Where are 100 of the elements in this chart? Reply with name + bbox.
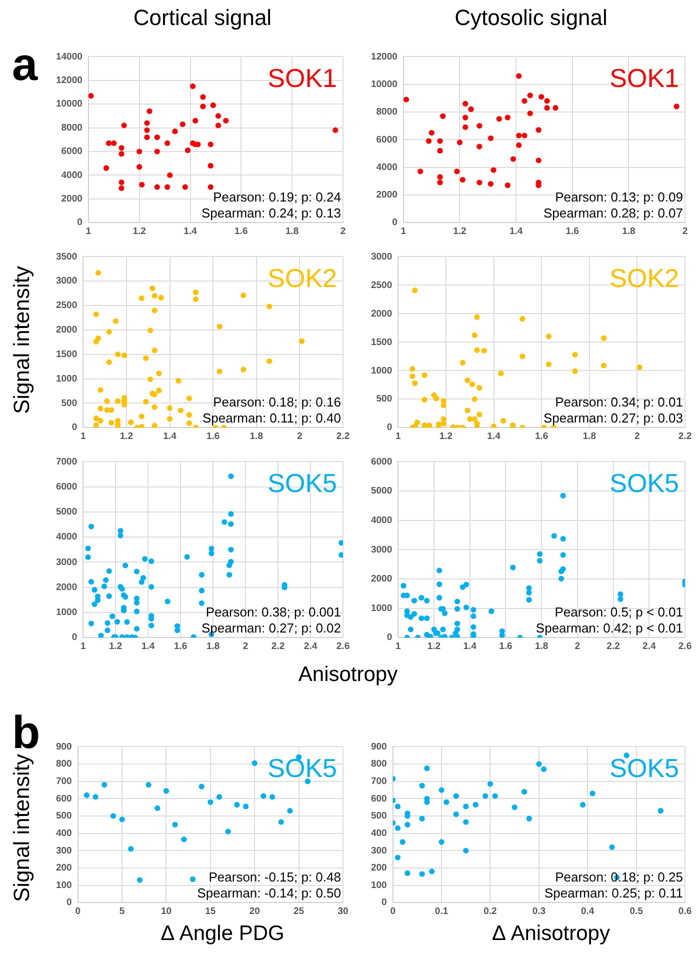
y-axis-title: Signal intensity <box>9 266 35 414</box>
series-label: SOK2 <box>610 262 679 293</box>
x-tick-label: 30 <box>338 906 348 917</box>
annotation: Pearson: 0.19; p: 0.24 <box>213 190 341 205</box>
y-tick-label: 800 <box>56 758 72 770</box>
y-tick-label: 5000 <box>370 486 392 497</box>
y-tick-label: 2500 <box>370 280 392 291</box>
x-tick-label: 1.6 <box>534 430 548 442</box>
x-tick-label: 1.2 <box>109 640 122 652</box>
y-tick-label: 500 <box>370 810 387 822</box>
annotation: Spearman: 0.27; p: 0.02 <box>202 620 341 636</box>
x-axis-title: Δ Angle PDG <box>160 922 284 946</box>
x-tick-label: 1.8 <box>250 430 263 442</box>
y-tick-label: 600 <box>370 793 387 804</box>
y-tick-label: 600 <box>56 793 72 804</box>
y-tick-label: 3000 <box>370 251 392 262</box>
y-tick-label: 0 <box>66 897 72 908</box>
series-label: SOK1 <box>268 62 337 93</box>
x-tick-label: 0.6 <box>678 906 692 917</box>
y-tick-label: 2000 <box>56 324 78 336</box>
y-tick-label: 100 <box>56 880 72 891</box>
y-tick-label: 300 <box>370 845 387 856</box>
annotation: Spearman: 0.27; p: 0.03 <box>544 410 683 426</box>
annotation: Pearson: 0.38; p: 0.001 <box>206 604 341 620</box>
x-tick-label: 1.8 <box>285 226 299 237</box>
annotation: Spearman: 0.42; p < 0.01 <box>536 620 683 636</box>
y-tick-label: 2000 <box>370 574 392 585</box>
x-tick-label: 1.6 <box>234 226 248 237</box>
x-tick-label: 5 <box>119 906 126 917</box>
x-tick-label: 1.4 <box>487 430 502 442</box>
y-tick-label: 3500 <box>56 251 78 262</box>
y-tick-label: 3000 <box>56 276 78 287</box>
x-tick-label: 1.4 <box>141 640 156 652</box>
y-tick-label: 800 <box>370 758 387 770</box>
y-tick-label: 1500 <box>370 336 392 348</box>
x-axis-title: Δ Anisotropy <box>492 922 610 946</box>
y-tick-label: 12000 <box>370 51 398 62</box>
annotation: Pearson: 0.13; p: 0.09 <box>555 190 683 205</box>
x-tick-label: 2 <box>297 430 302 442</box>
x-tick-label: 1.2 <box>453 226 466 237</box>
x-tick-label: 1.8 <box>622 226 636 237</box>
y-tick-label: 500 <box>56 810 72 822</box>
annotation: Pearson: 0.18; p: 0.16 <box>213 394 341 410</box>
x-tick-label: 0.5 <box>630 906 644 917</box>
y-tick-label: 900 <box>56 741 72 752</box>
x-tick-label: 2.6 <box>336 640 350 652</box>
x-tick-label: 2 <box>242 640 248 652</box>
x-tick-label: 1.6 <box>499 640 512 652</box>
y-tick-label: 2000 <box>370 308 392 320</box>
chart-title: Cortical signal <box>132 5 273 31</box>
y-tick-label: 500 <box>376 394 392 405</box>
y-tick-label: 10000 <box>370 78 398 90</box>
x-tick-label: 2.4 <box>304 640 318 652</box>
x-tick-label: 1.8 <box>582 430 596 442</box>
y-tick-label: 1000 <box>56 373 78 384</box>
y-tick-label: 1000 <box>56 607 78 618</box>
x-tick-label: 1.2 <box>427 640 441 652</box>
x-tick-label: 0.3 <box>532 906 546 917</box>
x-tick-label: 0.1 <box>434 906 449 917</box>
x-tick-label: 2 <box>682 226 688 237</box>
series-label: SOK5 <box>610 468 679 498</box>
y-tick-label: 1000 <box>370 365 392 376</box>
y-axis-title: Signal intensity <box>9 754 35 902</box>
x-tick-label: 1.4 <box>509 226 524 237</box>
x-tick-label: 1.2 <box>120 430 134 442</box>
annotation: Pearson: -0.15; p: 0.48 <box>208 870 341 885</box>
y-tick-label: 0 <box>392 217 398 228</box>
y-tick-label: 14000 <box>56 51 82 62</box>
x-tick-label: 1 <box>395 430 402 442</box>
annotation: Pearson: 0.34; p: 0.01 <box>555 394 683 410</box>
x-tick-label: 15 <box>205 906 216 917</box>
x-tick-label: 1 <box>80 430 86 442</box>
x-tick-label: 0.2 <box>484 906 497 917</box>
y-tick-label: 4000 <box>56 532 78 543</box>
x-tick-label: 1 <box>80 640 86 652</box>
annotation: Pearson: 0.18; p: 0.25 <box>555 870 683 885</box>
series-label: SOK1 <box>610 62 679 93</box>
y-tick-label: 5000 <box>56 506 78 518</box>
y-tick-label: 2000 <box>61 194 82 205</box>
y-tick-label: 6000 <box>56 481 78 492</box>
y-tick-label: 1500 <box>56 348 78 360</box>
chart-title: Cytosolic signal <box>454 5 608 31</box>
y-tick-label: 900 <box>370 741 387 752</box>
y-tick-label: 3000 <box>56 556 78 568</box>
y-tick-label: 2000 <box>56 582 78 593</box>
x-tick-label: 1 <box>400 226 407 237</box>
annotation: Spearman: -0.14; p: 0.50 <box>197 886 341 901</box>
y-tick-label: 12000 <box>56 75 82 86</box>
annotation: Pearson: 0.5; p < 0.01 <box>554 604 683 620</box>
series-label: SOK2 <box>268 262 337 293</box>
y-tick-label: 6000 <box>370 456 392 468</box>
y-tick-label: 2500 <box>56 300 78 312</box>
annotation: Spearman: 0.24; p: 0.13 <box>202 206 341 221</box>
y-tick-label: 0 <box>77 217 82 228</box>
x-tick-label: 2.2 <box>336 430 350 442</box>
x-tick-label: 10 <box>160 906 172 917</box>
y-tick-label: 0 <box>72 422 78 434</box>
y-tick-label: 7000 <box>56 456 78 468</box>
y-tick-label: 400 <box>56 828 72 839</box>
x-axis-title: Anisotropy <box>298 663 398 687</box>
